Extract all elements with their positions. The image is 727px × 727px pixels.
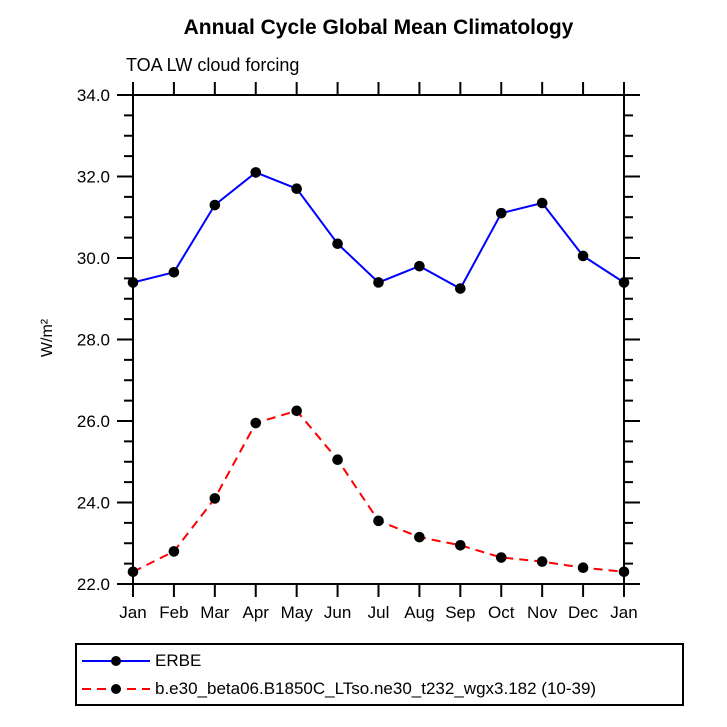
legend-sample-line xyxy=(82,683,150,694)
svg-text:30.0: 30.0 xyxy=(77,249,110,268)
data-point-marker xyxy=(455,283,466,294)
svg-text:May: May xyxy=(281,603,314,622)
data-point-marker xyxy=(127,566,139,578)
data-point-marker xyxy=(168,546,180,557)
data-point-marker xyxy=(168,266,180,278)
data-point-marker xyxy=(577,562,589,573)
data-point-marker xyxy=(127,277,139,288)
svg-text:Sep: Sep xyxy=(445,603,475,622)
svg-text:24.0: 24.0 xyxy=(77,494,110,513)
plot-frame xyxy=(132,94,625,585)
data-point-marker xyxy=(536,556,548,567)
svg-text:Jul: Jul xyxy=(368,603,390,622)
svg-text:Oct: Oct xyxy=(488,603,515,622)
data-point-marker xyxy=(250,417,262,429)
svg-text:28.0: 28.0 xyxy=(77,331,110,350)
svg-text:Mar: Mar xyxy=(200,603,230,622)
x-tick-labels: Jan Feb Mar Apr May Jun Jul Aug Sep Oct Nov Dec Jan xyxy=(119,603,637,622)
data-point-marker xyxy=(536,197,548,209)
data-point-marker xyxy=(209,199,221,211)
data-point-marker xyxy=(209,493,221,504)
svg-text:Feb: Feb xyxy=(159,603,188,622)
data-point-marker xyxy=(332,238,343,250)
x-axis-ticks xyxy=(132,82,625,597)
data-point-marker xyxy=(577,250,589,262)
svg-text:Jan: Jan xyxy=(119,603,146,622)
data-point-marker xyxy=(291,183,302,195)
svg-text:26.0: 26.0 xyxy=(77,412,110,431)
data-point-marker xyxy=(414,260,425,272)
svg-text:Jan: Jan xyxy=(610,603,637,622)
svg-text:Dec: Dec xyxy=(568,603,599,622)
svg-text:32.0: 32.0 xyxy=(77,168,110,187)
data-point-marker xyxy=(332,454,343,466)
data-point-marker xyxy=(373,277,384,288)
series-model xyxy=(127,405,630,578)
svg-text:Aug: Aug xyxy=(404,603,434,622)
svg-text:Nov: Nov xyxy=(527,603,558,622)
y-tick-labels: 22.0 24.0 26.0 28.0 30.0 32.0 34.0 xyxy=(77,86,110,594)
data-point-marker xyxy=(495,207,507,219)
legend-item: b.e30_beta06.B1850C_LTso.ne30_t232_wgx3.… xyxy=(80,675,682,703)
svg-text:Jun: Jun xyxy=(324,603,351,622)
legend-marker-dot xyxy=(111,683,121,694)
data-point-marker xyxy=(373,515,384,527)
data-point-marker xyxy=(291,405,302,417)
data-point-marker xyxy=(618,277,630,288)
chart-title: Annual Cycle Global Mean Climatology xyxy=(183,16,574,39)
y-axis-ticks xyxy=(117,94,640,585)
svg-text:22.0: 22.0 xyxy=(77,575,110,594)
legend-marker-dot xyxy=(111,655,121,666)
svg-text:34.0: 34.0 xyxy=(77,86,110,105)
data-point-marker xyxy=(414,531,425,543)
legend-item: ERBE xyxy=(80,647,682,675)
data-point-marker xyxy=(455,539,466,551)
svg-text:Apr: Apr xyxy=(243,603,270,622)
series-erbe xyxy=(127,167,630,294)
legend-label: ERBE xyxy=(155,650,202,670)
chart-subtitle: TOA LW cloud forcing xyxy=(126,55,300,75)
legend-label: b.e30_beta06.B1850C_LTso.ne30_t232_wgx3.… xyxy=(155,678,597,698)
data-point-marker xyxy=(618,566,630,578)
data-point-marker xyxy=(250,167,262,178)
legend-box: ERBE b.e30_beta06.B1850C_LTso.ne30_t232_w… xyxy=(75,643,684,706)
data-point-marker xyxy=(495,552,507,563)
legend-sample-line xyxy=(82,655,150,666)
